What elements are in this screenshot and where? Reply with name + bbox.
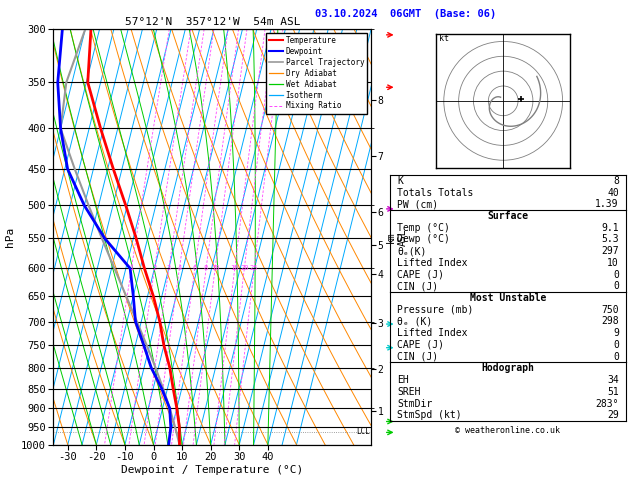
Text: CAPE (J): CAPE (J) xyxy=(397,270,444,279)
Text: 29: 29 xyxy=(607,410,619,420)
Text: 5.3: 5.3 xyxy=(601,234,619,244)
Text: Dewp (°C): Dewp (°C) xyxy=(397,234,450,244)
Text: 25: 25 xyxy=(250,265,259,271)
Text: Totals Totals: Totals Totals xyxy=(397,188,474,197)
Y-axis label: km
ASL: km ASL xyxy=(386,228,408,246)
Text: 8: 8 xyxy=(613,176,619,186)
Text: Surface: Surface xyxy=(487,211,528,221)
Text: 2: 2 xyxy=(152,265,157,271)
Text: © weatheronline.co.uk: © weatheronline.co.uk xyxy=(455,426,560,435)
X-axis label: Dewpoint / Temperature (°C): Dewpoint / Temperature (°C) xyxy=(121,465,303,475)
Text: θₑ(K): θₑ(K) xyxy=(397,246,426,256)
Text: 298: 298 xyxy=(601,316,619,327)
Text: 16: 16 xyxy=(230,265,239,271)
Text: 6: 6 xyxy=(192,265,197,271)
Title: 57°12'N  357°12'W  54m ASL: 57°12'N 357°12'W 54m ASL xyxy=(125,17,300,27)
Text: 03.10.2024  06GMT  (Base: 06): 03.10.2024 06GMT (Base: 06) xyxy=(315,9,496,19)
Text: 34: 34 xyxy=(607,375,619,385)
Text: Lifted Index: Lifted Index xyxy=(397,258,467,268)
Y-axis label: hPa: hPa xyxy=(5,227,15,247)
Text: 10: 10 xyxy=(211,265,220,271)
Text: θₑ (K): θₑ (K) xyxy=(397,316,432,327)
Text: 1.39: 1.39 xyxy=(595,199,619,209)
Text: 51: 51 xyxy=(607,387,619,397)
Text: LCL: LCL xyxy=(357,427,370,436)
Text: 9: 9 xyxy=(613,328,619,338)
Text: CIN (J): CIN (J) xyxy=(397,352,438,362)
Legend: Temperature, Dewpoint, Parcel Trajectory, Dry Adiabat, Wet Adiabat, Isotherm, Mi: Temperature, Dewpoint, Parcel Trajectory… xyxy=(265,33,367,114)
Text: Most Unstable: Most Unstable xyxy=(470,293,546,303)
Text: 0: 0 xyxy=(613,340,619,350)
Text: PW (cm): PW (cm) xyxy=(397,199,438,209)
Text: 0: 0 xyxy=(613,281,619,291)
Text: 0: 0 xyxy=(613,352,619,362)
Text: 3: 3 xyxy=(167,265,171,271)
Text: Temp (°C): Temp (°C) xyxy=(397,223,450,233)
Text: Hodograph: Hodograph xyxy=(481,364,535,373)
Text: 9.1: 9.1 xyxy=(601,223,619,233)
Text: 20: 20 xyxy=(240,265,248,271)
Text: 750: 750 xyxy=(601,305,619,315)
Text: 1: 1 xyxy=(130,265,133,271)
Text: StmSpd (kt): StmSpd (kt) xyxy=(397,410,462,420)
Text: 8: 8 xyxy=(204,265,208,271)
Text: 297: 297 xyxy=(601,246,619,256)
Text: StmDir: StmDir xyxy=(397,399,432,409)
Text: 10: 10 xyxy=(607,258,619,268)
Text: Pressure (mb): Pressure (mb) xyxy=(397,305,474,315)
Text: Lifted Index: Lifted Index xyxy=(397,328,467,338)
Text: K: K xyxy=(397,176,403,186)
Text: SREH: SREH xyxy=(397,387,421,397)
Text: 283°: 283° xyxy=(595,399,619,409)
Text: kt: kt xyxy=(439,35,449,43)
Text: CAPE (J): CAPE (J) xyxy=(397,340,444,350)
Text: 0: 0 xyxy=(613,270,619,279)
Text: 4: 4 xyxy=(177,265,182,271)
Text: CIN (J): CIN (J) xyxy=(397,281,438,291)
Text: 40: 40 xyxy=(607,188,619,197)
Text: EH: EH xyxy=(397,375,409,385)
